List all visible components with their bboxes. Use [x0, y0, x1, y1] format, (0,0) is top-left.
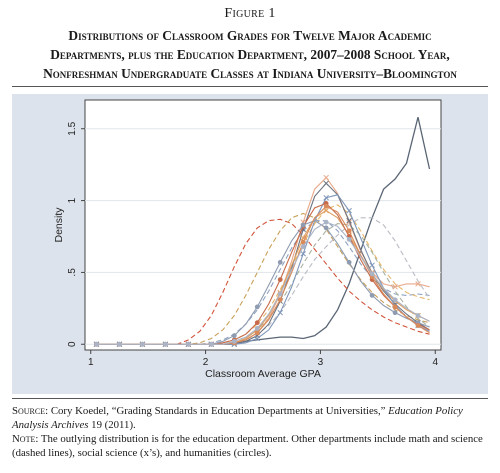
x-marker [392, 284, 398, 290]
note-text: The outlying distribution is for the edu… [12, 433, 483, 459]
circle-marker [117, 341, 122, 347]
x-marker [323, 180, 329, 187]
x-tick-label: 1 [88, 357, 94, 368]
circle-marker [323, 225, 329, 231]
circle-marker [185, 341, 191, 347]
circle-marker [162, 341, 168, 347]
circle-marker [254, 304, 260, 310]
circle-marker [415, 313, 421, 318]
circle-marker [277, 291, 283, 297]
y-tick-label: 0 [67, 341, 78, 347]
y-axis-label: Density [53, 207, 65, 243]
circle-marker [94, 341, 99, 347]
x-axis: 1 2 3 4 [88, 350, 438, 368]
circle-marker [346, 236, 352, 242]
circle-marker [415, 323, 421, 328]
circle-marker [346, 228, 352, 234]
y-tick-label: 1 [67, 197, 78, 203]
circle-marker [254, 326, 260, 331]
density-chart: 1 2 3 4 0 .5 1 1.5 Classroom Average GPA Densi… [12, 94, 488, 394]
circle-marker [300, 222, 306, 228]
x-marker [277, 309, 283, 316]
series-line-3 [96, 212, 430, 345]
circle-marker [277, 259, 283, 265]
note-label: Note: [12, 433, 39, 445]
x-marker [300, 250, 306, 257]
x-marker [369, 262, 375, 268]
circle-marker [392, 304, 398, 310]
y-axis: 0 .5 1 1.5 [67, 121, 85, 347]
x-tick-label: 3 [318, 357, 324, 368]
figure-title: Distributions of Classroom Grades for Tw… [10, 26, 490, 83]
circle-marker [300, 244, 306, 249]
source-note: Source: Cory Koedel, “Grading Standards … [12, 404, 490, 432]
source-text: Cory Koedel, “Grading Standards in Educa… [50, 405, 386, 417]
circle-marker [369, 293, 375, 298]
circle-marker [140, 341, 145, 347]
series-line-15 [96, 221, 430, 345]
circle-marker [369, 271, 375, 277]
x-tick-label: 2 [203, 357, 209, 368]
circle-marker [346, 259, 352, 265]
circle-marker [208, 341, 214, 347]
circle-marker [277, 297, 283, 303]
x-marker [415, 281, 421, 287]
x-marker [254, 335, 261, 342]
circle-marker [231, 333, 237, 339]
circle-marker [231, 338, 237, 344]
source-label: Source: [12, 405, 49, 417]
circle-marker [254, 320, 260, 326]
circle-marker [277, 277, 283, 282]
figure-title-line-1: Distributions of Classroom Grades for Tw… [68, 28, 432, 43]
circle-marker [323, 219, 329, 225]
source-text-after: 19 (2011). [91, 419, 136, 431]
x-marker [346, 217, 352, 224]
circle-marker [392, 297, 398, 303]
x-marker [346, 207, 352, 214]
plot-area [84, 99, 442, 351]
top-rule [12, 86, 488, 87]
bottom-rule [12, 398, 488, 399]
source-journal: Education Policy Analysis Archives [12, 405, 463, 431]
x-axis-label: Classroom Average GPA [205, 368, 321, 380]
series-line-2 [96, 218, 430, 345]
grid-lines [85, 128, 441, 345]
x-marker [323, 194, 329, 201]
circle-marker [254, 330, 260, 336]
x-marker [323, 207, 329, 214]
figure-title-line-2: Departments, plus the Education Departme… [50, 47, 450, 62]
series-line-7 [96, 223, 430, 345]
circle-marker [323, 203, 329, 209]
series-layer [93, 117, 431, 348]
series-line-4 [96, 220, 430, 345]
y-tick-label: 1.5 [67, 121, 78, 135]
y-tick-label: .5 [67, 268, 78, 277]
figure-label: Figure 1 [224, 6, 276, 21]
x-marker [323, 174, 329, 181]
figure-note: Note: The outlying distribution is for t… [12, 432, 490, 460]
figure-title-line-3: Nonfreshman Undergraduate Classes at Ind… [43, 66, 457, 81]
x-tick-label: 4 [432, 357, 438, 368]
circle-marker [392, 310, 398, 316]
